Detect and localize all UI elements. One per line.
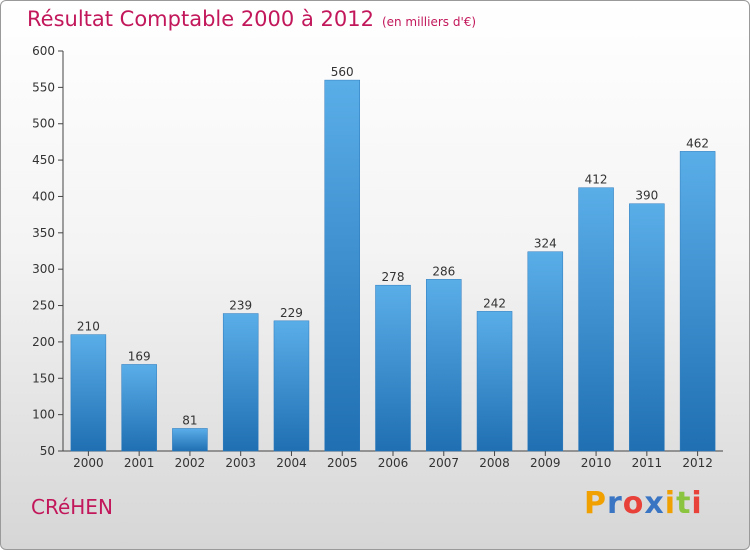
x-tick-label-2010: 2010 xyxy=(581,456,612,470)
bar-2006 xyxy=(375,284,411,452)
y-tick-label: 150 xyxy=(32,371,55,385)
logo-letter: o xyxy=(622,486,645,521)
logo-letter: i xyxy=(664,486,677,521)
x-tick-label-2012: 2012 xyxy=(682,456,713,470)
town-name: CRéHEN xyxy=(31,495,113,519)
x-tick-label-2008: 2008 xyxy=(479,456,510,470)
data-label-2004: 229 xyxy=(280,306,303,320)
logo-letter: P xyxy=(584,486,607,521)
data-label-2006: 278 xyxy=(382,270,405,284)
data-label-2001: 169 xyxy=(128,349,151,363)
bar-2010 xyxy=(578,187,614,452)
data-label-2005: 560 xyxy=(331,65,354,79)
x-tick-label-2006: 2006 xyxy=(378,456,409,470)
bar-2009 xyxy=(527,251,564,452)
bar-2008 xyxy=(476,311,513,452)
bar-2000 xyxy=(70,334,107,452)
logo-letter: r xyxy=(607,486,623,521)
x-tick-label-2011: 2011 xyxy=(632,456,663,470)
y-tick-label: 600 xyxy=(32,44,55,58)
x-tick-label-2004: 2004 xyxy=(276,456,307,470)
y-tick-label: 300 xyxy=(32,262,55,276)
chart-title-unit: (en milliers d'€) xyxy=(381,15,477,29)
chart-title-main: Résultat Comptable 2000 à 2012 xyxy=(27,7,374,31)
bar-2003 xyxy=(222,313,259,452)
chart-axes: 50 100 150 200 250 300 350 400 450 500 550 600 2000 2… xyxy=(32,44,723,470)
data-label-2002: 81 xyxy=(182,413,197,427)
bar-2001 xyxy=(121,364,157,452)
data-label-2012: 462 xyxy=(686,136,709,150)
proxiti-logo: Proxiti xyxy=(584,486,703,521)
bar-2004 xyxy=(273,320,310,452)
bar-2011 xyxy=(629,203,665,452)
data-label-2010: 412 xyxy=(585,173,608,187)
x-tick-label-2003: 2003 xyxy=(225,456,256,470)
y-tick-label: 100 xyxy=(32,408,55,422)
y-tick-label: 500 xyxy=(32,117,55,131)
bar-2012 xyxy=(679,151,716,452)
x-tick-label-2002: 2002 xyxy=(175,456,206,470)
data-label-2008: 242 xyxy=(483,296,506,310)
y-tick-label: 350 xyxy=(32,226,55,240)
bar-2002 xyxy=(172,428,208,452)
y-tick-label: 400 xyxy=(32,189,55,203)
y-tick-label: 50 xyxy=(40,444,55,458)
data-label-2009: 324 xyxy=(534,237,557,251)
logo-letter: t xyxy=(676,486,692,521)
data-label-2000: 210 xyxy=(77,320,100,334)
bar-2007 xyxy=(426,279,462,452)
logo-letter: x xyxy=(644,486,665,521)
y-tick-label: 200 xyxy=(32,335,55,349)
data-label-2011: 390 xyxy=(635,189,658,203)
y-tick-label: 450 xyxy=(32,153,55,167)
x-tick-label-2000: 2000 xyxy=(73,456,104,470)
chart-title: Résultat Comptable 2000 à 2012 (en millie… xyxy=(27,7,476,31)
data-label-2003: 239 xyxy=(229,299,252,313)
x-tick-label-2005: 2005 xyxy=(327,456,358,470)
logo-letter: i xyxy=(691,486,703,521)
x-tick-label-2001: 2001 xyxy=(124,456,155,470)
x-tick-label-2007: 2007 xyxy=(428,456,459,470)
bar-2005 xyxy=(324,79,360,452)
chart-bars: 210 169 81 239 229 560 278 286 242 324 412 390 462 xyxy=(70,65,716,452)
y-tick-label: 250 xyxy=(32,299,55,313)
x-tick-label-2009: 2009 xyxy=(530,456,561,470)
data-label-2007: 286 xyxy=(432,264,455,278)
y-tick-label: 550 xyxy=(32,80,55,94)
